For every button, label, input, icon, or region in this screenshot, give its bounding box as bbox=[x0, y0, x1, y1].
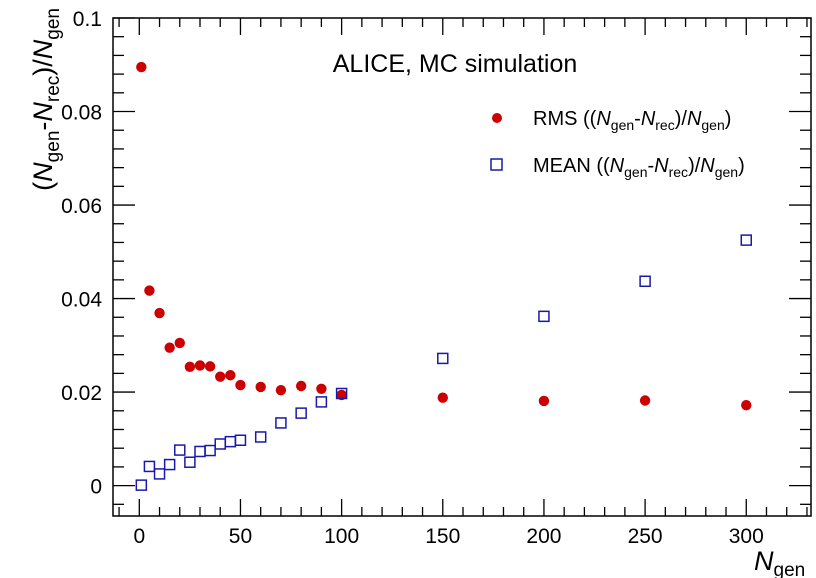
x-tick-label: 150 bbox=[425, 525, 460, 548]
mean-point bbox=[143, 460, 156, 473]
rms-point bbox=[204, 361, 216, 372]
mean-point bbox=[224, 435, 237, 448]
data-markers bbox=[135, 61, 753, 491]
y-axis-ticks: 0 0.02 0.04 0.06 0.08 0.1 bbox=[61, 8, 811, 505]
mean-point bbox=[295, 407, 307, 419]
rms-point bbox=[538, 395, 550, 407]
mean-point bbox=[204, 444, 216, 457]
mean-point bbox=[153, 468, 166, 480]
x-tick-label: 200 bbox=[526, 525, 561, 548]
x-tick-label: 250 bbox=[628, 525, 663, 548]
x-axis-ticks: 0 50 100 150 200 250 300 bbox=[118, 18, 808, 548]
mean-point bbox=[214, 438, 226, 450]
mean-point bbox=[174, 444, 186, 456]
rms-point bbox=[275, 385, 287, 396]
legend: RMS ((Ngen-Nrec)/Ngen) MEAN ((Ngen-Nrec)… bbox=[490, 108, 745, 180]
mean-point bbox=[740, 234, 753, 246]
rms-point bbox=[235, 379, 246, 391]
mean-point bbox=[335, 387, 348, 400]
legend-rms-label: RMS ((Ngen-Nrec)/Ngen) bbox=[533, 108, 731, 133]
y-tick-label: 0.1 bbox=[73, 8, 102, 31]
rms-point bbox=[215, 371, 226, 382]
legend-mean-marker bbox=[490, 158, 503, 171]
y-tick-label: 0.08 bbox=[61, 102, 102, 125]
rms-point bbox=[154, 307, 165, 319]
rms-point bbox=[741, 399, 752, 411]
legend-rms-marker bbox=[492, 113, 502, 123]
x-tick-label: 0 bbox=[133, 525, 145, 548]
y-axis-title: (Ngen-Nrec)/Ngen bbox=[28, 8, 64, 191]
rms-point bbox=[295, 380, 307, 392]
rms-point bbox=[174, 337, 185, 349]
rms-point bbox=[225, 370, 236, 381]
rms-point bbox=[639, 395, 651, 406]
mean-point bbox=[538, 310, 550, 323]
mean-point bbox=[194, 445, 206, 458]
rms-point bbox=[316, 383, 327, 395]
mean-point bbox=[254, 431, 267, 443]
rms-point bbox=[184, 361, 196, 373]
rms-point bbox=[144, 285, 155, 296]
mean-point bbox=[437, 352, 449, 365]
mean-point bbox=[275, 417, 287, 429]
y-tick-label: 0.04 bbox=[61, 289, 102, 312]
mean-point bbox=[184, 456, 196, 468]
rms-point bbox=[336, 389, 347, 401]
x-tick-label: 300 bbox=[729, 525, 764, 548]
x-tick-label: 100 bbox=[324, 525, 359, 548]
x-axis-title: Ngen bbox=[754, 546, 805, 578]
rms-point bbox=[136, 61, 147, 73]
rms-point bbox=[255, 381, 266, 393]
mean-point bbox=[135, 479, 148, 491]
mean-point bbox=[163, 458, 176, 471]
x-tick-label: 50 bbox=[229, 525, 252, 548]
y-tick-label: 0.06 bbox=[61, 195, 102, 218]
rms-point bbox=[164, 342, 175, 353]
plot-frame bbox=[112, 17, 812, 517]
legend-mean-label: MEAN ((Ngen-Nrec)/Ngen) bbox=[533, 155, 745, 180]
mean-point bbox=[639, 275, 651, 288]
rms-point bbox=[437, 392, 448, 403]
chart-annotation: ALICE, MC simulation bbox=[333, 50, 578, 78]
rms-point bbox=[194, 360, 206, 371]
mean-point bbox=[315, 396, 328, 408]
y-tick-label: 0 bbox=[90, 476, 102, 499]
mean-point bbox=[234, 434, 247, 446]
y-tick-label: 0.02 bbox=[61, 382, 102, 405]
